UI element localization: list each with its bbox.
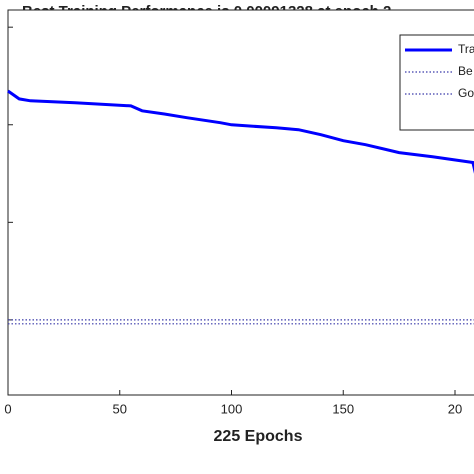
x-tick-label: 20 <box>448 401 462 416</box>
x-tick-label: 100 <box>221 401 243 416</box>
x-tick-label: 50 <box>113 401 127 416</box>
x-axis-label: 225 Epochs <box>214 428 303 445</box>
legend-label: Tra <box>458 42 474 56</box>
x-tick-label: 0 <box>4 401 11 416</box>
legend-label: Go <box>458 86 474 100</box>
plot-area <box>7 9 474 396</box>
series-line <box>7 89 474 174</box>
x-tick-label: 150 <box>332 401 354 416</box>
legend-label: Be <box>458 64 473 78</box>
